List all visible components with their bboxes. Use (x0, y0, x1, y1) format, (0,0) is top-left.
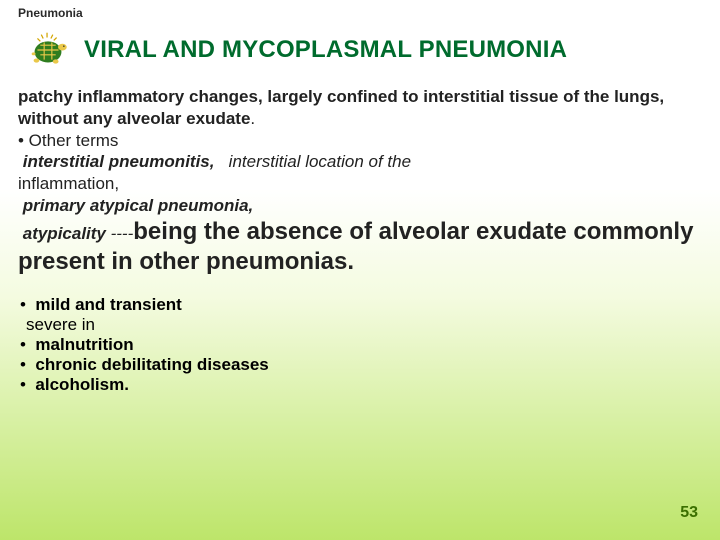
severity-list: • mild and transient severe in • malnutr… (18, 295, 702, 395)
para-line1-strong: patchy inflammatory changes, largely con… (18, 87, 664, 106)
main-paragraph: patchy inflammatory changes, largely con… (18, 86, 702, 277)
para-line1-tail: . (250, 109, 255, 128)
slide-title: VIRAL AND MYCOPLASMAL PNEUMONIA (84, 36, 567, 64)
title-row: VIRAL AND MYCOPLASMAL PNEUMONIA (18, 26, 702, 74)
bullet-marker: • (20, 335, 26, 354)
bullet-marker: • (20, 355, 26, 374)
other-terms-bullet: • Other terms (18, 131, 118, 150)
para-interstitial-pneumonitis: interstitial pneumonitis, (23, 152, 215, 171)
header-label: Pneumonia (18, 6, 702, 20)
list-malnutrition: malnutrition (35, 335, 133, 354)
para-line1-strong2: without any alveolar exudate (18, 109, 250, 128)
list-alcoholism: alcoholism. (35, 375, 129, 394)
list-severe-in: severe in (26, 315, 702, 335)
para-dashes: ---- (106, 224, 133, 243)
para-period: . (347, 248, 354, 275)
bullet-marker: • (20, 375, 26, 394)
bullet-marker: • (20, 295, 26, 314)
list-chronic-debilitating: chronic debilitating diseases (35, 355, 268, 374)
para-atypicality: atypicality (23, 224, 106, 243)
list-mild-transient: mild and transient (35, 295, 181, 314)
page-number: 53 (680, 504, 698, 522)
spacer3 (219, 152, 228, 171)
para-interstitial-location: interstitial location of the (229, 152, 411, 171)
turtle-globe-icon (24, 26, 72, 74)
para-inflammation: inflammation, (18, 174, 119, 193)
spacer (669, 87, 683, 106)
para-primary-atypical: primary atypical pneumonia, (23, 196, 254, 215)
